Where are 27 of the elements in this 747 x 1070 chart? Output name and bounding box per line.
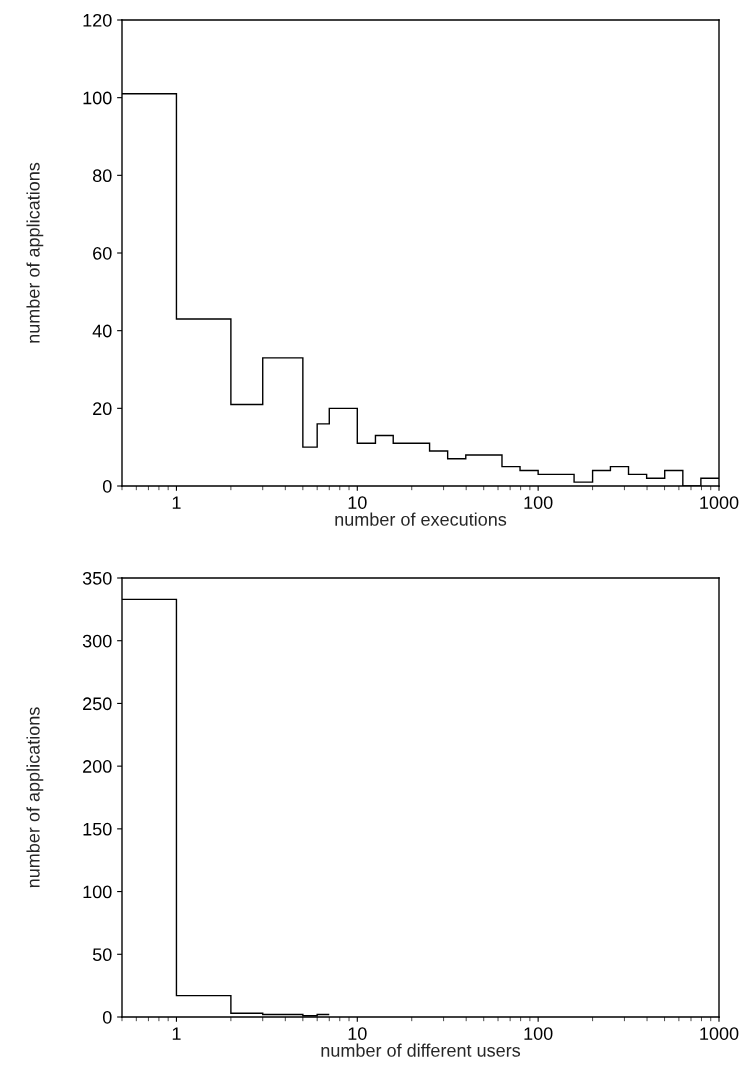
x-tick-label: 10 bbox=[348, 1027, 367, 1040]
x-tick-label: 1 bbox=[172, 496, 181, 509]
y-tick-label: 50 bbox=[92, 948, 112, 962]
x-tick-label: 1000 bbox=[700, 496, 739, 509]
y-tick-label: 120 bbox=[83, 13, 112, 27]
x-axis-title: number of different users bbox=[321, 1043, 521, 1057]
y-axis-title: number of applications bbox=[26, 707, 44, 888]
y-tick-label: 20 bbox=[93, 402, 112, 416]
y-tick-label: 100 bbox=[83, 885, 112, 899]
y-tick-label: 100 bbox=[83, 91, 112, 105]
x-tick-label: 1000 bbox=[700, 1027, 739, 1040]
y-tick-label: 0 bbox=[102, 479, 112, 493]
y-tick-label: 80 bbox=[92, 169, 112, 183]
x-tick-label: 10 bbox=[348, 496, 367, 509]
y-tick-label: 250 bbox=[83, 697, 112, 711]
x-tick-label: 1 bbox=[172, 1027, 181, 1040]
y-tick-label: 40 bbox=[92, 324, 112, 338]
y-tick-label: 350 bbox=[82, 571, 112, 585]
x-tick-label: 100 bbox=[524, 1027, 553, 1040]
y-tick-label: 0 bbox=[102, 1010, 112, 1024]
y-axis-title: number of applications bbox=[26, 162, 44, 343]
x-axis-title: number of executions bbox=[335, 512, 507, 526]
y-tick-label: 60 bbox=[93, 246, 112, 260]
y-tick-label: 200 bbox=[83, 760, 112, 773]
y-tick-label: 300 bbox=[82, 634, 112, 648]
y-tick-label: 150 bbox=[83, 822, 112, 836]
x-tick-label: 100 bbox=[524, 496, 553, 509]
